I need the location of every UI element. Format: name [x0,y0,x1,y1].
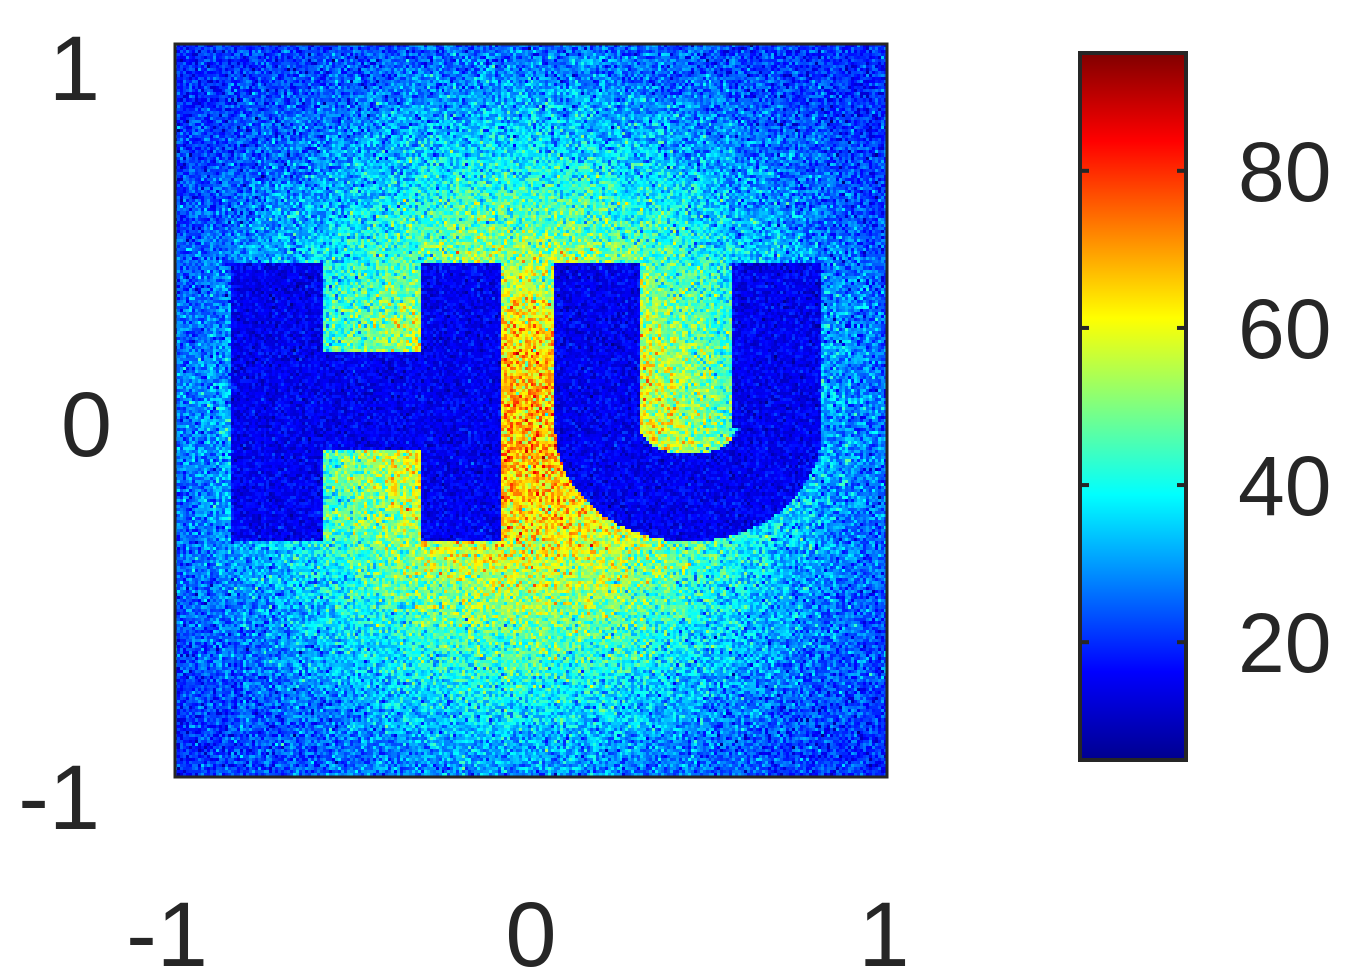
colorbar-tick-label: 20 [1238,596,1331,690]
y-axis: 1 0 -1 [18,18,112,849]
x-tick-label: -1 [126,884,208,974]
y-tick-label: -1 [18,747,100,849]
colorbar-ticks: 20 40 60 80 [1080,125,1331,690]
colorbar-gradient [1078,51,1188,762]
x-axis: -1 0 1 [126,884,909,974]
y-tick-label: 0 [61,374,112,476]
y-tick-label: 1 [49,18,100,120]
x-tick-label: 1 [858,884,909,974]
colorbar: 20 40 60 80 [1078,51,1331,762]
colorbar-tick-label: 60 [1238,282,1331,376]
heatmap-canvas [175,44,887,777]
heatmap-plot [173,42,889,779]
colorbar-tick-label: 40 [1238,439,1331,533]
plot-frame [173,42,889,779]
colorbar-tick-label: 80 [1238,125,1331,219]
x-tick-label: 0 [505,884,556,974]
